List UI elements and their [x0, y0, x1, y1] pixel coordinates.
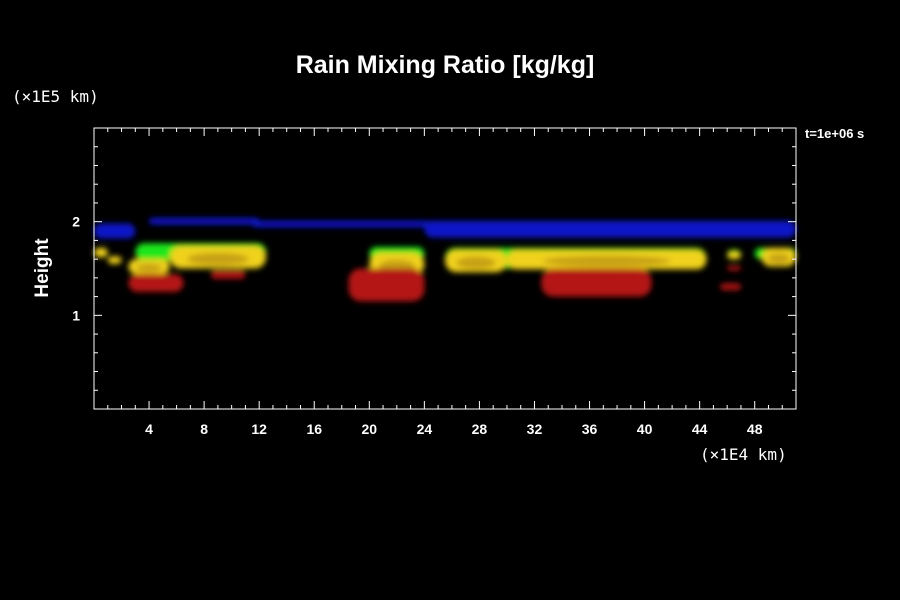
region-core-6: [542, 255, 671, 267]
region-red-3: [541, 268, 652, 297]
region-core-5: [456, 256, 496, 270]
region-blue-0: [94, 223, 136, 239]
region-blue-1: [149, 217, 260, 225]
plot-frame: [93, 127, 797, 410]
x-tick-label: 20: [362, 421, 378, 437]
region-yellow-7: [727, 251, 741, 260]
x-tick-label: 36: [582, 421, 598, 437]
region-red-5: [727, 265, 741, 271]
region-red-4: [720, 283, 741, 291]
region-blue-2: [252, 220, 432, 228]
x-tick-label: 28: [472, 421, 488, 437]
heatmap-regions: [94, 217, 796, 302]
x-tick-label: 12: [251, 421, 267, 437]
x-tick-label: 8: [200, 421, 208, 437]
x-unit-label: (×1E4 km): [700, 445, 787, 464]
region-red-1: [211, 270, 246, 279]
y-axis-label: Height: [32, 238, 53, 298]
x-tick-label: 24: [417, 421, 433, 437]
x-tick-label: 4: [145, 421, 153, 437]
region-yellow-1: [107, 256, 122, 264]
region-core-3: [187, 252, 249, 266]
y-tick-label: 1: [72, 307, 80, 323]
x-tick-label: 40: [637, 421, 653, 437]
x-tick-label: 16: [306, 421, 322, 437]
y-unit-label: (×1E5 km): [12, 87, 99, 106]
region-yellow-0: [94, 247, 108, 258]
x-tick-label: 32: [527, 421, 543, 437]
chart-title: Rain Mixing Ratio [kg/kg]: [296, 51, 595, 79]
x-tick-label: 48: [747, 421, 763, 437]
region-core-2: [135, 263, 163, 273]
time-label: t=1e+06 s: [805, 126, 864, 141]
region-red-2: [348, 268, 425, 302]
y-tick-label: 2: [72, 214, 80, 230]
region-blue-3: [424, 220, 796, 238]
region-core-8: [767, 253, 790, 265]
x-tick-label: 44: [692, 421, 708, 437]
region-red-0: [128, 274, 184, 292]
